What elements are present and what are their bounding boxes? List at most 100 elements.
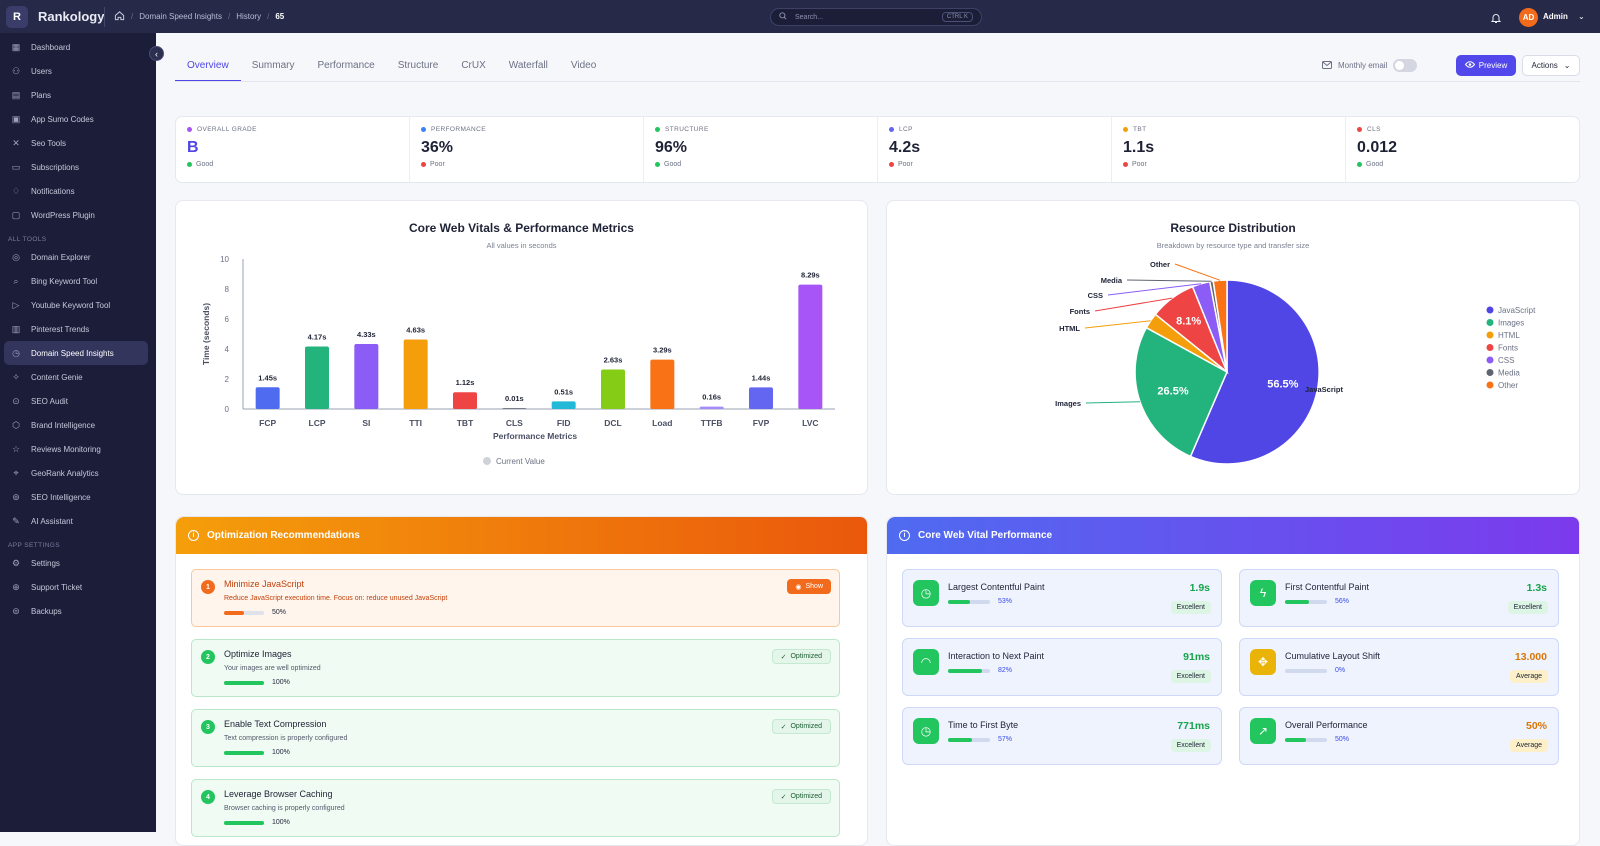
sidebar-item-youtube-keyword-tool[interactable]: ▷ Youtube Keyword Tool — [0, 293, 148, 317]
x-tick-label: LCP — [309, 418, 326, 428]
sidebar-item-georank-analytics[interactable]: ⌖ GeoRank Analytics — [0, 461, 148, 485]
progress-fill — [224, 820, 264, 825]
gauge-icon: ◠ — [913, 649, 939, 675]
sidebar-item-support-ticket[interactable]: ⊕ Support Ticket — [0, 575, 148, 599]
recommendation-progress: 100% — [224, 749, 839, 756]
sidebar-item-users[interactable]: ⚇ Users — [0, 59, 148, 83]
monthly-email-toggle[interactable] — [1393, 59, 1418, 72]
bar[interactable] — [255, 387, 280, 409]
bar[interactable] — [502, 408, 527, 409]
recommendation-description: Text compression is properly configured — [224, 735, 348, 742]
sidebar-item-pinterest-trends[interactable]: ▥ Pinterest Trends — [0, 317, 148, 341]
bar[interactable] — [601, 369, 625, 409]
sidebar-item-notifications[interactable]: ♢ Notifications — [0, 179, 148, 203]
sidebar-item-settings[interactable]: ⚙ Settings — [0, 551, 148, 575]
notification-bell-icon[interactable] — [1490, 11, 1502, 23]
sidebar-item-subscriptions[interactable]: ▭ Subscriptions — [0, 155, 148, 179]
search-input[interactable]: Search... CTRL K — [770, 8, 982, 26]
tab-summary[interactable]: Summary — [251, 60, 295, 71]
legend-label[interactable]: CSS — [1498, 356, 1514, 365]
legend-label[interactable]: Current Value — [496, 457, 545, 466]
legend-label[interactable]: JavaScript — [1498, 306, 1536, 315]
bar[interactable] — [699, 406, 724, 409]
legend-label[interactable]: Fonts — [1498, 344, 1518, 353]
legend-label[interactable]: HTML — [1498, 331, 1520, 340]
bar-value-label: 0.01s — [505, 394, 524, 403]
bar[interactable] — [551, 401, 576, 409]
sidebar-item-label: Domain Explorer — [31, 252, 91, 262]
user-name[interactable]: Admin — [1543, 12, 1568, 21]
preview-button[interactable]: Preview — [1456, 55, 1516, 76]
show-button[interactable]: ◉ Show — [787, 579, 831, 594]
status-dot — [421, 162, 426, 167]
bar[interactable] — [305, 346, 329, 409]
app-logo[interactable]: R — [6, 5, 28, 28]
preview-label: Preview — [1478, 61, 1508, 70]
sidebar-item-app-sumo-codes[interactable]: ▣ App Sumo Codes — [0, 107, 148, 131]
bar[interactable] — [403, 339, 428, 409]
tab-video[interactable]: Video — [570, 60, 597, 71]
sidebar-item-domain-explorer[interactable]: ◎ Domain Explorer — [0, 245, 148, 269]
progress-fill — [224, 610, 244, 615]
sidebar-item-seo-tools[interactable]: ✕ Seo Tools — [0, 131, 148, 155]
sidebar-item-reviews-monitoring[interactable]: ☆ Reviews Monitoring — [0, 437, 148, 461]
sidebar-item-wordpress-plugin[interactable]: ▢ WordPress Plugin — [0, 203, 148, 227]
sidebar-item-seo-audit[interactable]: ⊙ SEO Audit — [0, 389, 148, 413]
bar[interactable] — [749, 387, 773, 409]
tab-performance[interactable]: Performance — [317, 60, 375, 71]
sidebar-collapse-button[interactable]: ‹ — [149, 46, 164, 61]
sidebar-item-bing-keyword-tool[interactable]: ⌕ Bing Keyword Tool — [0, 269, 148, 293]
sidebar-item-domain-speed-insights[interactable]: ◷ Domain Speed Insights — [4, 341, 148, 365]
home-icon[interactable] — [114, 10, 125, 23]
x-tick-label: FID — [557, 418, 571, 428]
status-dot — [655, 162, 660, 167]
slice-name-label: HTML — [1059, 324, 1080, 333]
pie-slice[interactable] — [1189, 279, 1320, 465]
slice-percent-label: 26.5% — [1157, 385, 1188, 397]
cwv-progress: 53% — [948, 598, 1012, 605]
sidebar-item-brand-intelligence[interactable]: ⬡ Brand Intelligence — [0, 413, 148, 437]
recommendation-item: 4 Leverage Browser Caching Browser caching… — [191, 779, 840, 837]
sidebar-item-ai-assistant[interactable]: ✎ AI Assistant — [0, 509, 148, 533]
chevron-down-icon[interactable]: ⌄ — [1578, 12, 1585, 21]
progress-label: 53% — [998, 598, 1013, 605]
cwv-progress: 50% — [1285, 736, 1349, 743]
bar-value-label: 8.29s — [801, 271, 820, 280]
check-icon: ✓ — [780, 723, 787, 731]
progress-label: 56% — [1335, 598, 1350, 605]
legend-label[interactable]: Other — [1498, 381, 1518, 390]
breadcrumb-item[interactable]: Domain Speed Insights — [139, 12, 222, 21]
y-tick-label: 10 — [220, 255, 229, 264]
sidebar-item-content-genie[interactable]: ✧ Content Genie — [0, 365, 148, 389]
breadcrumb-item[interactable]: History — [236, 12, 262, 21]
bar[interactable] — [798, 284, 823, 409]
optimization-recommendations-card: i Optimization Recommendations 1 Minimize… — [175, 516, 868, 846]
check-icon: ✓ — [780, 793, 787, 801]
leader-line — [1085, 401, 1141, 404]
y-tick-label: 8 — [225, 285, 230, 294]
tab-crux[interactable]: CrUX — [461, 60, 486, 71]
search-icon — [779, 12, 787, 22]
recommendation-title: Minimize JavaScript — [224, 579, 305, 589]
bar[interactable] — [650, 359, 675, 409]
legend-label[interactable]: Media — [1498, 369, 1520, 378]
tab-overview[interactable]: Overview — [175, 57, 241, 82]
recommendation-item: 3 Enable Text Compression Text compression… — [191, 709, 840, 767]
tab-waterfall[interactable]: Waterfall — [508, 60, 548, 71]
metric-label-text: CLS — [1367, 126, 1381, 133]
sidebar-item-backups[interactable]: ⊜ Backups — [0, 599, 148, 623]
avatar[interactable]: AD — [1519, 8, 1538, 27]
metric-value: B — [187, 139, 199, 156]
bar-value-label: 3.29s — [653, 346, 672, 355]
cwv-metric-name: Overall Performance — [1285, 720, 1368, 730]
bar[interactable] — [354, 344, 379, 409]
actions-dropdown-button[interactable]: Actions ⌄ — [1522, 55, 1580, 76]
actions-label: Actions — [1531, 61, 1558, 70]
performance-metrics-chart-card: Core Web Vitals & Performance Metrics Al… — [175, 200, 868, 495]
tab-structure[interactable]: Structure — [397, 60, 439, 71]
sidebar-item-dashboard[interactable]: ▦ Dashboard — [0, 35, 148, 59]
bar[interactable] — [453, 392, 477, 409]
sidebar-item-plans[interactable]: ▤ Plans — [0, 83, 148, 107]
sidebar-item-seo-intelligence[interactable]: ⊚ SEO Intelligence — [0, 485, 148, 509]
legend-label[interactable]: Images — [1498, 319, 1524, 328]
